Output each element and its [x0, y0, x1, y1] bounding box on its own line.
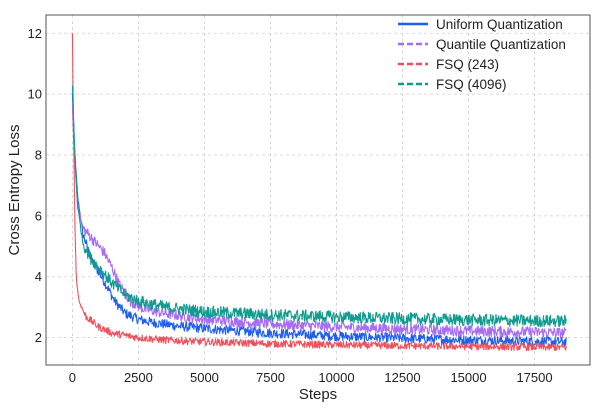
y-tick-label: 4	[35, 269, 42, 284]
y-tick-label: 6	[35, 208, 42, 223]
grid	[46, 15, 590, 365]
legend-label-1: Uniform Quantization	[436, 17, 563, 32]
x-axis-ticks: 0 2500 5000 7500 10000 12500 15000 17500	[69, 370, 553, 385]
x-tick-label: 7500	[256, 370, 285, 385]
series-layer	[71, 33, 567, 352]
x-tick-label: 10000	[318, 370, 354, 385]
series-line-3	[71, 33, 567, 352]
legend-label-3: FSQ (243)	[436, 57, 499, 72]
x-tick-label: 12500	[384, 370, 420, 385]
legend: Uniform Quantization Quantile Quantizatio…	[398, 17, 566, 92]
x-tick-label: 15000	[450, 370, 486, 385]
legend-label-4: FSQ (4096)	[436, 77, 507, 92]
series-line-1	[71, 93, 567, 347]
y-axis-title: Cross Entropy Loss	[6, 125, 23, 256]
y-tick-label: 12	[28, 26, 42, 41]
series-line-2	[71, 104, 567, 339]
y-axis-ticks: 2 4 6 8 10 12	[28, 26, 42, 345]
y-tick-label: 8	[35, 148, 42, 163]
x-tick-label: 17500	[516, 370, 552, 385]
x-axis-title: Steps	[299, 386, 337, 403]
y-tick-label: 2	[35, 330, 42, 345]
y-tick-label: 10	[28, 87, 42, 102]
legend-label-2: Quantile Quantization	[436, 37, 566, 52]
x-tick-label: 2500	[124, 370, 153, 385]
plot-frame	[45, 14, 591, 366]
x-tick-label: 5000	[190, 370, 219, 385]
x-tick-label: 0	[69, 370, 76, 385]
series-line-4	[71, 85, 567, 328]
